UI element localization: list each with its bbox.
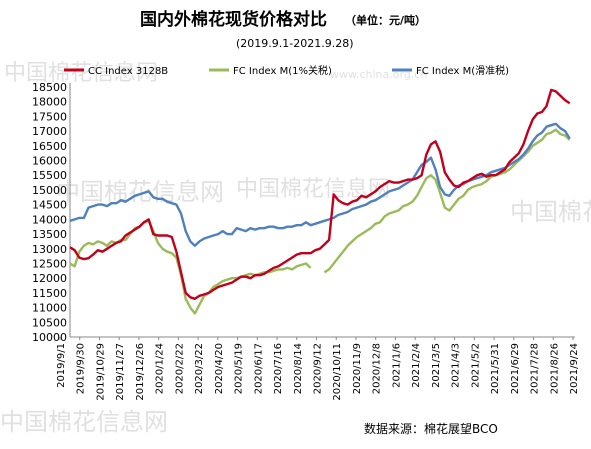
- y-tick-label: 10000: [32, 331, 67, 344]
- y-tick-label: 14500: [32, 199, 67, 212]
- series-fc-index-m-sliding: [69, 122, 571, 247]
- watermark-right: 中国棉花信息网: [510, 198, 591, 226]
- data-source: 数据来源：棉花展望BCO: [364, 421, 498, 436]
- watermark-url: www.china.org.cn: [330, 68, 427, 81]
- y-tick-label: 13500: [32, 228, 67, 241]
- watermark-center: 中国棉花信息网: [236, 177, 390, 202]
- chart-subtitle: (2019.9.1-2021.9.28): [236, 37, 354, 50]
- x-tick-label: 2019/12/26: [135, 343, 146, 401]
- chart-title: 国内外棉花现货价格对比: [140, 9, 327, 30]
- x-tick-label: 2021/9/24: [569, 343, 580, 394]
- y-tick-label: 16000: [32, 155, 67, 168]
- x-tick-label: 2020/12/8: [372, 343, 383, 394]
- x-tick-label: 2021/2/4: [411, 343, 422, 388]
- y-tick-label: 18500: [32, 81, 67, 94]
- legend: CC Index 3128B FC Index M(1%关税) FC Index…: [64, 64, 509, 77]
- x-tick-label: 2019/9/1: [56, 343, 67, 388]
- legend-label-cc-index: CC Index 3128B: [88, 66, 168, 77]
- y-tick-label: 11000: [32, 302, 67, 315]
- y-tick-label: 17000: [32, 125, 67, 138]
- series-cc-index-3128b: [69, 88, 571, 300]
- x-tick-label: 2020/4/20: [214, 343, 225, 394]
- y-tick-label: 15500: [32, 169, 67, 182]
- y-tick-label: 13000: [32, 243, 67, 256]
- watermark-left-top: 中国棉花信息网: [4, 61, 158, 86]
- x-tick-label: 2021/7/28: [530, 343, 541, 394]
- y-tick-label: 18000: [32, 96, 67, 109]
- x-tick-label: 2019/9/30: [76, 343, 87, 394]
- x-tick-label: 2020/2/22: [174, 343, 185, 394]
- x-tick-label: 2021/8/26: [549, 343, 560, 394]
- x-axis: 2019/9/1 2019/9/30 2019/10/29 2019/11/27 201…: [56, 336, 580, 401]
- x-tick-label: 2019/11/27: [115, 343, 126, 401]
- x-tick-label: 2020/3/22: [194, 343, 205, 394]
- x-tick-label: 2020/9/12: [313, 343, 324, 394]
- x-tick-label: 2020/5/19: [234, 343, 245, 394]
- legend-label-fc-index-1pct: FC Index M(1%关税): [233, 64, 332, 77]
- legend-label-fc-index-sliding: FC Index M(滑准税): [416, 64, 509, 77]
- x-tick-label: 2021/5/2: [470, 343, 481, 388]
- x-tick-label: 2020/10/11: [332, 343, 343, 401]
- x-tick-label: 2021/4/3: [451, 343, 462, 388]
- y-tick-label: 14000: [32, 213, 67, 226]
- y-tick-label: 16500: [32, 140, 67, 153]
- x-tick-label: 2020/6/17: [253, 343, 264, 394]
- x-tick-label: 2021/6/29: [510, 343, 521, 394]
- x-tick-label: 2021/5/31: [490, 343, 501, 394]
- watermark-layer: 中国棉花信息网 中国棉花信息网 中国棉花信息网 中国棉花信息网 中国棉花信息网 …: [0, 61, 591, 436]
- x-tick-label: 2019/10/29: [95, 343, 106, 401]
- x-tick-label: 2021/3/5: [431, 343, 442, 388]
- unit-label: （单位：元/吨）: [345, 13, 426, 27]
- y-tick-label: 10500: [32, 316, 67, 329]
- y-tick-label: 15000: [32, 184, 67, 197]
- x-tick-label: 2020/1/24: [155, 343, 166, 394]
- series-fc-index-m-1pct: [69, 128, 571, 315]
- x-tick-label: 2020/7/16: [273, 343, 284, 394]
- y-tick-label: 11500: [32, 287, 67, 300]
- y-tick-label: 12000: [32, 272, 67, 285]
- y-tick-label: 12500: [32, 257, 67, 270]
- y-tick-label: 17500: [32, 110, 67, 123]
- x-tick-label: 2021/1/6: [391, 343, 402, 388]
- watermark-left-mid: 中国棉花信息网: [56, 178, 224, 206]
- x-tick-label: 2020/11/9: [352, 343, 363, 394]
- x-tick-label: 2020/8/14: [293, 343, 304, 394]
- plot-series: [69, 88, 571, 315]
- watermark-left-bottom: 中国棉花信息网: [0, 408, 168, 436]
